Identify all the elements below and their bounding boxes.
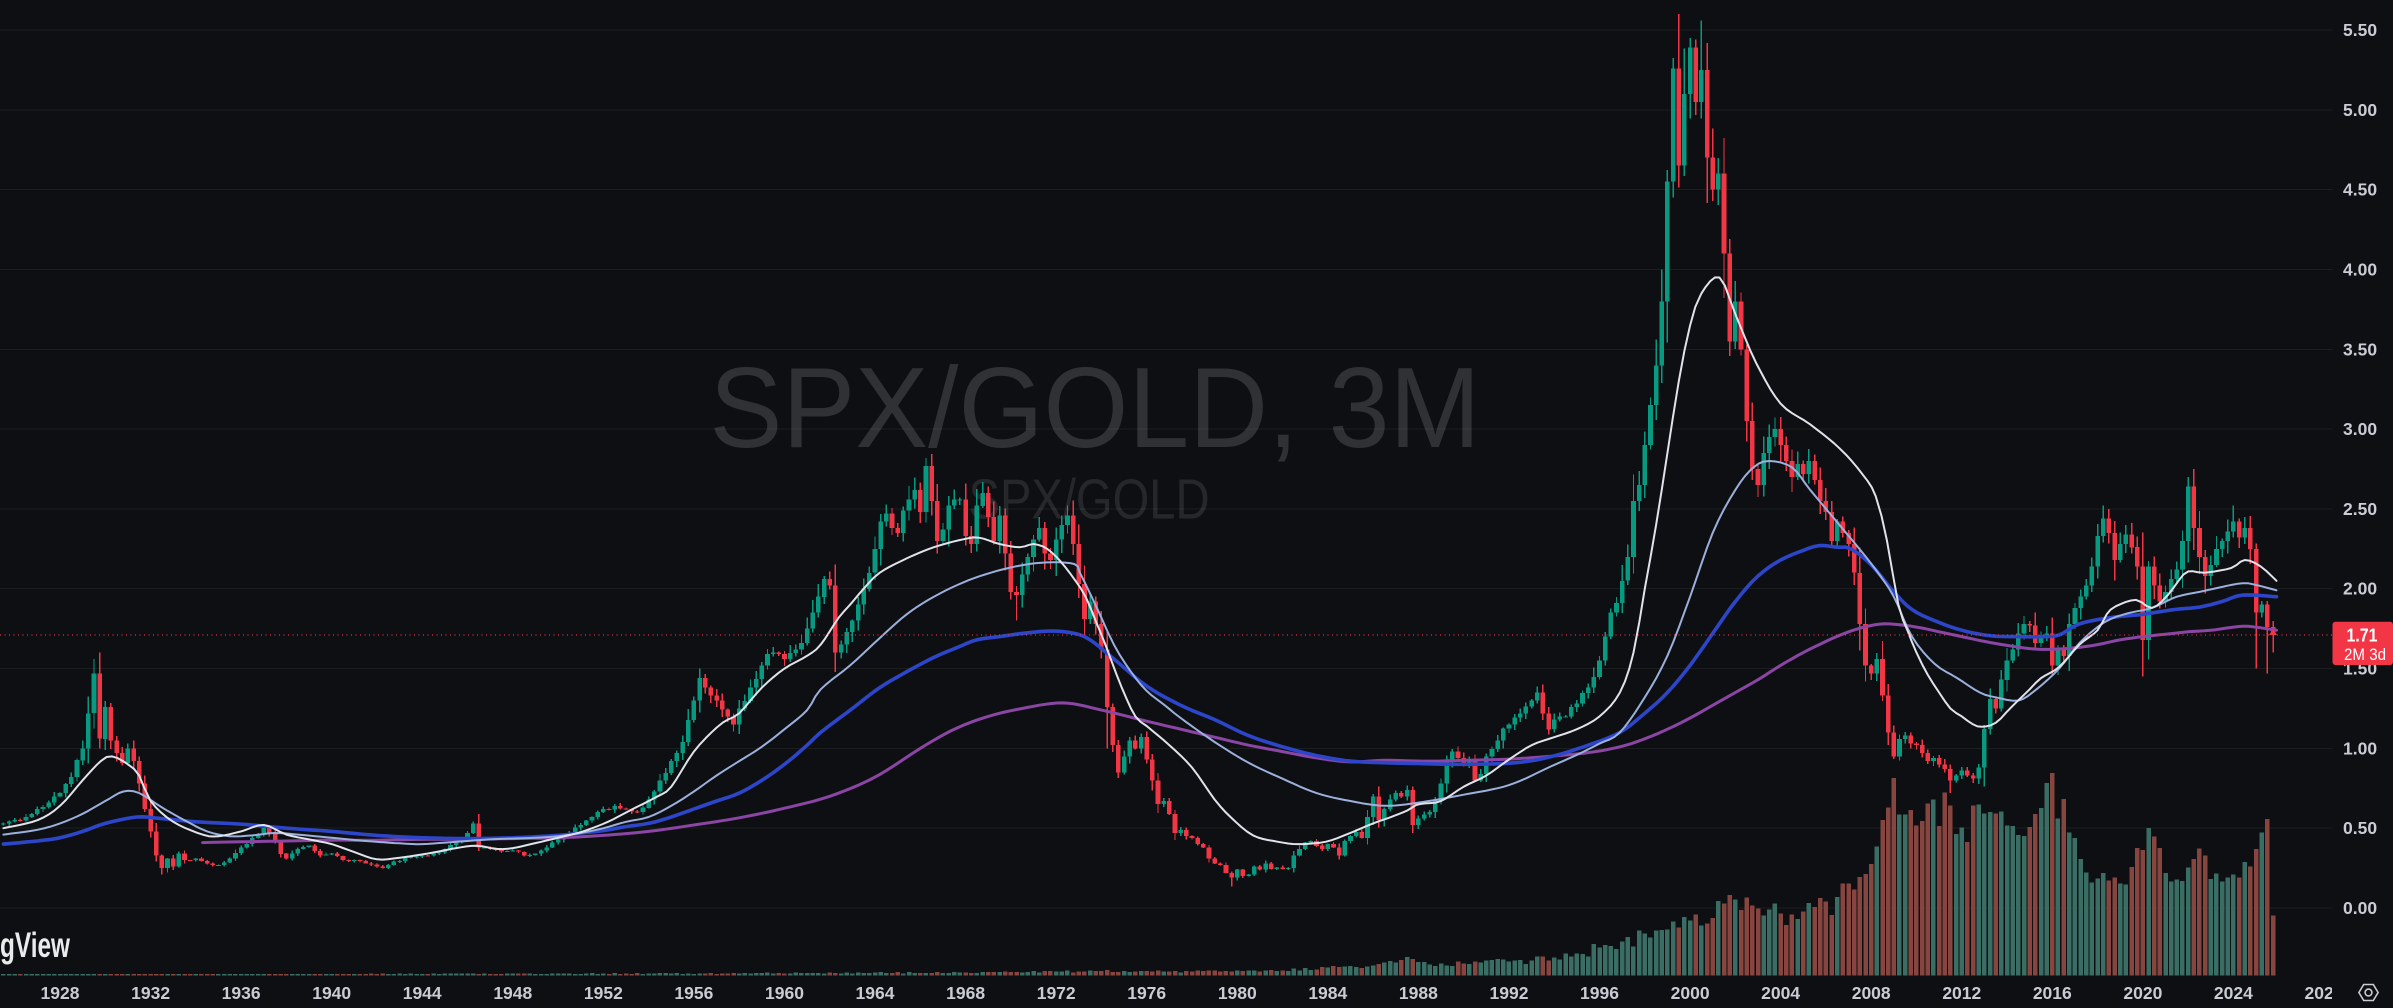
svg-text:1964: 1964 [856, 983, 895, 1003]
svg-text:1984: 1984 [1308, 983, 1347, 1003]
svg-text:1980: 1980 [1218, 983, 1257, 1003]
svg-text:2020: 2020 [2123, 983, 2162, 1003]
svg-text:2000: 2000 [1671, 983, 1710, 1003]
svg-text:1932: 1932 [131, 983, 170, 1003]
svg-text:SPX/GOLD: SPX/GOLD [969, 468, 1210, 532]
svg-text:1988: 1988 [1399, 983, 1438, 1003]
svg-text:1972: 1972 [1037, 983, 1076, 1003]
svg-text:3.00: 3.00 [2343, 419, 2377, 439]
svg-text:2016: 2016 [2033, 983, 2072, 1003]
svg-text:gView: gView [0, 926, 71, 965]
svg-text:2008: 2008 [1852, 983, 1891, 1003]
svg-text:1948: 1948 [493, 983, 532, 1003]
svg-text:1960: 1960 [765, 983, 804, 1003]
svg-text:5.00: 5.00 [2343, 100, 2377, 120]
svg-text:1968: 1968 [946, 983, 985, 1003]
svg-text:1940: 1940 [312, 983, 351, 1003]
svg-text:1928: 1928 [41, 983, 80, 1003]
svg-text:1.71: 1.71 [2347, 625, 2378, 646]
svg-text:4.50: 4.50 [2343, 180, 2377, 200]
svg-text:1956: 1956 [674, 983, 713, 1003]
svg-text:1944: 1944 [403, 983, 442, 1003]
svg-text:2004: 2004 [1761, 983, 1800, 1003]
svg-text:2024: 2024 [2214, 983, 2253, 1003]
svg-text:1992: 1992 [1490, 983, 1529, 1003]
svg-text:4.00: 4.00 [2343, 260, 2377, 280]
svg-text:3.50: 3.50 [2343, 339, 2377, 359]
svg-text:0.00: 0.00 [2343, 898, 2377, 918]
svg-text:0.50: 0.50 [2343, 818, 2377, 838]
svg-text:2.50: 2.50 [2343, 499, 2377, 519]
svg-text:1936: 1936 [222, 983, 261, 1003]
svg-text:2012: 2012 [1942, 983, 1981, 1003]
svg-text:1976: 1976 [1127, 983, 1166, 1003]
svg-text:2028: 2028 [2305, 983, 2344, 1003]
svg-text:2.00: 2.00 [2343, 579, 2377, 599]
svg-text:5.50: 5.50 [2343, 20, 2377, 40]
svg-text:2M 3d: 2M 3d [2344, 645, 2386, 664]
svg-text:SPX/GOLD, 3M: SPX/GOLD, 3M [710, 345, 1481, 472]
svg-text:1.00: 1.00 [2343, 738, 2377, 758]
svg-text:1952: 1952 [584, 983, 623, 1003]
svg-text:1996: 1996 [1580, 983, 1619, 1003]
